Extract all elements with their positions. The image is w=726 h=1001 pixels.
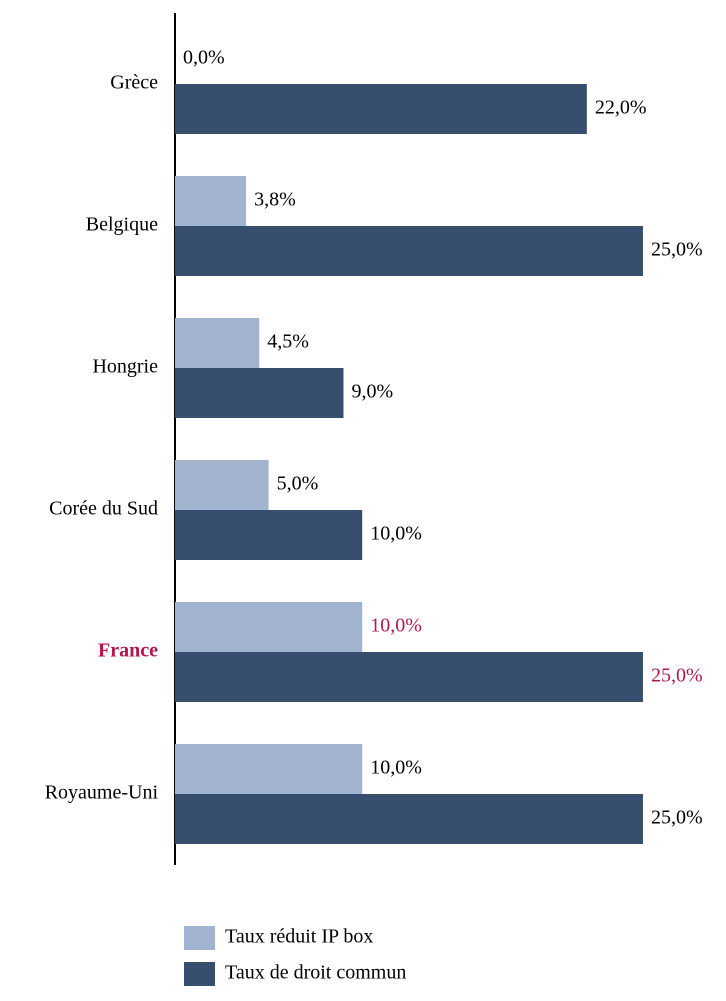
category-label: Hongrie — [92, 356, 158, 378]
legend-swatch — [184, 962, 215, 986]
category-label: Grèce — [110, 72, 158, 94]
bar — [175, 84, 587, 134]
value-label: 25,0% — [651, 807, 703, 829]
category-label: Belgique — [86, 214, 158, 236]
value-label: 25,0% — [651, 665, 703, 687]
bar — [175, 652, 643, 702]
bar — [175, 460, 269, 510]
bar — [175, 226, 643, 276]
legend-label: Taux réduit IP box — [225, 926, 373, 948]
legend-label: Taux de droit commun — [225, 962, 406, 984]
value-label: 10,0% — [370, 523, 422, 545]
bar — [175, 794, 643, 844]
value-label: 3,8% — [254, 189, 296, 211]
category-label: France — [98, 640, 158, 662]
bar — [175, 744, 363, 794]
legend-swatch — [184, 926, 215, 950]
value-label: 25,0% — [651, 239, 703, 261]
bar — [175, 176, 247, 226]
value-label: 5,0% — [277, 473, 319, 495]
value-label: 4,5% — [267, 331, 309, 353]
category-label: Corée du Sud — [49, 498, 158, 520]
bar — [175, 602, 363, 652]
bar — [175, 510, 363, 560]
bar — [175, 318, 260, 368]
value-label: 10,0% — [370, 615, 422, 637]
value-label: 10,0% — [370, 757, 422, 779]
value-label: 22,0% — [595, 97, 647, 119]
category-label: Royaume-Uni — [45, 782, 159, 804]
bar — [175, 368, 344, 418]
value-label: 0,0% — [183, 47, 225, 69]
value-label: 9,0% — [351, 381, 393, 403]
